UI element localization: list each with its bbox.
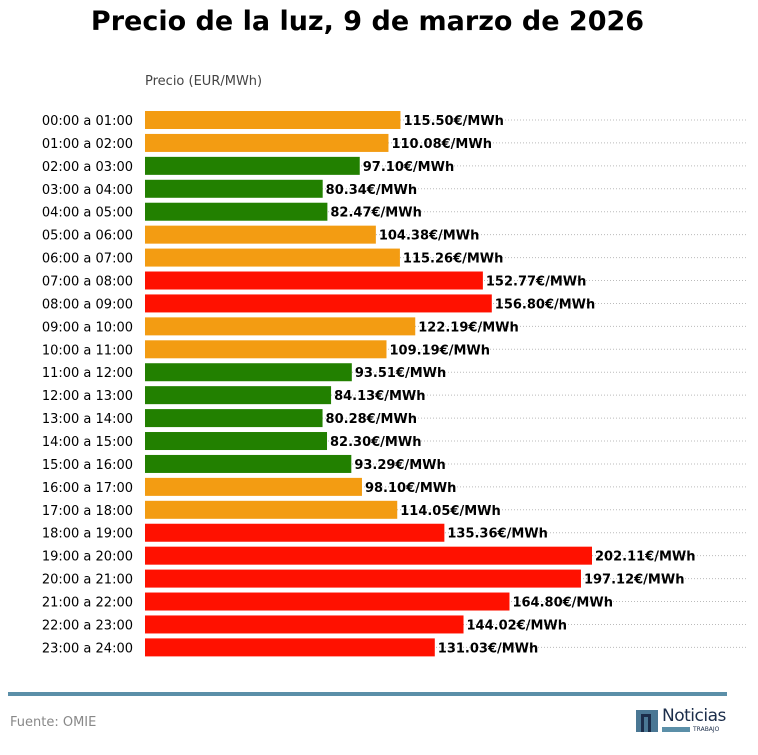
logo-subtext: TRABAJO [693, 726, 720, 733]
bar [145, 569, 581, 588]
data-label: 131.03€/MWh [438, 641, 538, 656]
bar [145, 225, 376, 244]
bar [145, 111, 401, 129]
category-label: 00:00 a 01:00 [42, 114, 133, 129]
category-label: 08:00 a 09:00 [42, 297, 133, 312]
data-label: 104.38€/MWh [379, 229, 480, 244]
data-label: 152.77€/MWh [486, 275, 587, 290]
category-label: 18:00 a 19:00 [42, 527, 133, 542]
logo: Noticias TRABAJO [636, 706, 731, 736]
bar [145, 432, 328, 451]
category-label: 12:00 a 13:00 [42, 389, 133, 404]
category-label: 13:00 a 14:00 [42, 412, 133, 427]
bar [145, 500, 398, 519]
bar [145, 477, 362, 496]
bar [145, 386, 332, 405]
bar [145, 546, 592, 565]
bar [145, 248, 400, 267]
data-label: 80.34€/MWh [326, 183, 417, 198]
category-label: 14:00 a 15:00 [42, 435, 133, 450]
category-label: 16:00 a 17:00 [42, 481, 133, 496]
data-label: 110.08€/MWh [391, 137, 492, 152]
data-label: 135.36€/MWh [447, 527, 547, 542]
footer-divider [8, 692, 727, 696]
data-label: 82.30€/MWh [330, 435, 421, 450]
data-label: 122.19€/MWh [418, 320, 519, 335]
category-label: 09:00 a 10:00 [42, 320, 133, 335]
bar [145, 638, 435, 657]
category-label: 05:00 a 06:00 [42, 229, 133, 244]
data-label: 156.80€/MWh [495, 297, 596, 312]
bar [145, 340, 387, 359]
category-label: 21:00 a 22:00 [42, 596, 133, 611]
bar [145, 409, 323, 428]
bar [145, 523, 445, 542]
bar [145, 592, 510, 611]
category-label: 15:00 a 16:00 [42, 458, 133, 473]
logo-icon [636, 710, 658, 732]
data-label: 84.13€/MWh [334, 389, 425, 404]
data-label: 82.47€/MWh [330, 206, 421, 221]
bar [145, 202, 328, 221]
data-label: 164.80€/MWh [512, 596, 613, 611]
data-label: 115.26€/MWh [403, 252, 504, 267]
data-label: 109.19€/MWh [389, 343, 490, 358]
bar [145, 294, 492, 313]
data-label: 97.10€/MWh [363, 160, 454, 175]
category-label: 22:00 a 23:00 [42, 618, 133, 633]
data-label: 144.02€/MWh [467, 618, 568, 633]
chart-title: Precio de la luz, 9 de marzo de 2026 [90, 6, 645, 37]
category-label: 01:00 a 02:00 [42, 137, 133, 152]
bar [145, 317, 416, 336]
category-label: 20:00 a 21:00 [42, 573, 133, 588]
bar [145, 271, 483, 290]
category-label: 02:00 a 03:00 [42, 160, 133, 175]
data-label: 98.10€/MWh [365, 481, 456, 496]
category-label: 03:00 a 04:00 [42, 183, 133, 198]
source-text: Fuente: OMIE [10, 715, 97, 730]
category-label: 06:00 a 07:00 [42, 252, 133, 267]
bar [145, 615, 464, 634]
category-label: 19:00 a 20:00 [42, 550, 133, 565]
data-label: 93.51€/MWh [355, 366, 446, 381]
data-label: 114.05€/MWh [400, 504, 501, 519]
category-label: 11:00 a 12:00 [42, 366, 133, 381]
category-label: 23:00 a 24:00 [42, 641, 133, 656]
category-label: 10:00 a 11:00 [42, 343, 133, 358]
category-label: 07:00 a 08:00 [42, 275, 133, 290]
data-label: 197.12€/MWh [584, 573, 685, 588]
axis-label: Precio (EUR/MWh) [145, 74, 263, 89]
data-label: 115.50€/MWh [403, 114, 504, 129]
bar-chart: 00:00 a 01:00 115.50€/MWh 01:00 a 02:00 110… [42, 111, 748, 657]
bar [145, 179, 323, 198]
category-label: 17:00 a 18:00 [42, 504, 133, 519]
data-label: 93.29€/MWh [354, 458, 445, 473]
logo-text: Noticias [662, 706, 726, 726]
bar [145, 454, 352, 473]
category-label: 04:00 a 05:00 [42, 206, 133, 221]
bar [145, 363, 352, 382]
bar [145, 156, 360, 175]
data-label: 80.28€/MWh [326, 412, 417, 427]
bar [145, 133, 389, 152]
logo-underline [662, 727, 690, 732]
data-label: 202.11€/MWh [595, 550, 696, 565]
